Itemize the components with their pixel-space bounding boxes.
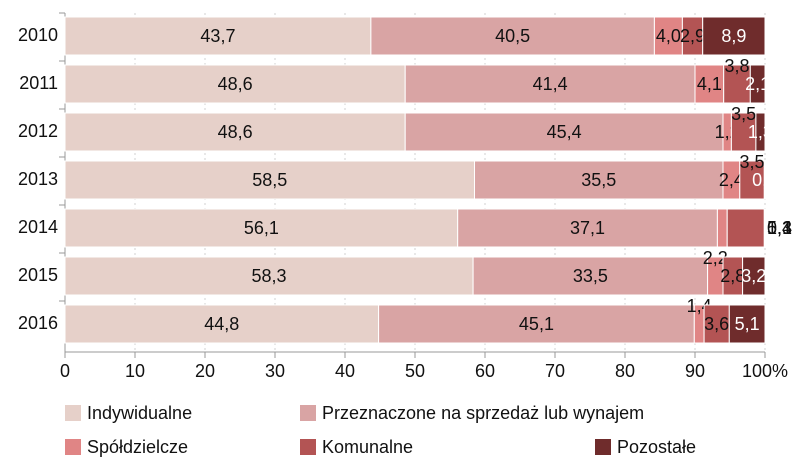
legend-label: Spółdzielcze — [87, 437, 188, 457]
bar-segment — [64, 160, 475, 200]
data-label: 45,4 — [547, 122, 582, 142]
data-label: 48,6 — [218, 122, 253, 142]
legend-label: Pozostałe — [617, 437, 696, 457]
y-tick-label: 2010 — [18, 25, 58, 45]
bar-segment — [726, 208, 765, 248]
x-tick-label: 20 — [195, 361, 215, 381]
legend-swatch — [300, 405, 316, 421]
y-tick-label: 2015 — [18, 265, 58, 285]
data-label: 58,3 — [252, 266, 287, 286]
x-tick-label: 60 — [475, 361, 495, 381]
data-label: 1,3 — [748, 122, 773, 142]
legend-label: Komunalne — [322, 437, 413, 457]
data-label: 3,5 — [740, 152, 765, 172]
bar-segment — [457, 208, 718, 248]
data-label: 48,6 — [218, 74, 253, 94]
y-tick-label: 2012 — [18, 121, 58, 141]
y-tick-label: 2011 — [19, 73, 58, 93]
legend-swatch — [65, 405, 81, 421]
data-label: 37,1 — [570, 218, 605, 238]
y-tick-label: 2016 — [18, 313, 58, 333]
data-label: 2,8 — [720, 266, 745, 286]
bar-segment — [404, 112, 724, 152]
legend-swatch — [65, 439, 81, 455]
data-label: 3,2 — [741, 266, 766, 286]
data-label: 40,5 — [495, 26, 530, 46]
bar-segment — [739, 160, 765, 200]
data-label: 2,1 — [745, 74, 770, 94]
x-tick-label: 0 — [60, 361, 70, 381]
data-label: 8,9 — [721, 26, 746, 46]
bar-segment — [370, 16, 655, 56]
y-tick-label: 2014 — [18, 217, 58, 237]
data-label: 45,1 — [519, 314, 554, 334]
bar-segment — [653, 16, 683, 56]
bar-segment — [64, 16, 372, 56]
bar-segment — [763, 160, 766, 200]
data-label: 0,1 — [752, 170, 777, 190]
bar-segment — [404, 64, 696, 104]
data-label: 5,1 — [735, 314, 760, 334]
data-label: 3,5 — [731, 104, 756, 124]
y-tick-label: 2013 — [18, 169, 58, 189]
bar-segment — [742, 256, 766, 296]
bar-segment — [64, 256, 474, 296]
data-label: 4,1 — [697, 74, 722, 94]
data-label: 56,1 — [244, 218, 279, 238]
x-tick-label: 70 — [545, 361, 565, 381]
legend-swatch — [595, 439, 611, 455]
bar-segment — [730, 112, 757, 152]
data-label: 0,1 — [767, 218, 792, 238]
data-label: 2,4 — [719, 170, 744, 190]
legend-label: Przeznaczone na sprzedaż lub wynajem — [322, 403, 644, 423]
data-label: 3,8 — [724, 56, 749, 76]
data-label: 33,5 — [573, 266, 608, 286]
data-label: 1,4 — [767, 218, 792, 238]
bar-segment — [703, 304, 730, 344]
data-label: 44,8 — [204, 314, 239, 334]
data-label: 35,5 — [581, 170, 616, 190]
bar-segment — [755, 112, 766, 152]
bar-segment — [749, 64, 766, 104]
bar-segment — [723, 64, 751, 104]
data-label: 2,2 — [703, 248, 728, 268]
bar-segment — [474, 160, 724, 200]
x-tick-label: 50 — [405, 361, 425, 381]
data-label: 41,4 — [533, 74, 568, 94]
bar-segment — [728, 304, 766, 344]
x-tick-label: 90 — [685, 361, 705, 381]
x-tick-label: 100% — [742, 361, 788, 381]
bar-segment — [64, 112, 406, 152]
bar-segment — [716, 208, 728, 248]
x-tick-label: 10 — [125, 361, 145, 381]
x-tick-label: 40 — [335, 361, 355, 381]
bar-segment — [694, 64, 725, 104]
x-tick-label: 30 — [265, 361, 285, 381]
data-label: 58,5 — [252, 170, 287, 190]
bar-segment — [763, 208, 766, 248]
bar-segment — [472, 256, 709, 296]
bar-segment — [702, 16, 766, 56]
data-label: 3,6 — [704, 314, 729, 334]
x-tick-label: 80 — [615, 361, 635, 381]
legend-label: Indywidualne — [87, 403, 192, 423]
legend-swatch — [300, 439, 316, 455]
data-label: 5,3 — [767, 218, 792, 238]
data-label: 4,0 — [656, 26, 681, 46]
bar-segment — [64, 64, 406, 104]
data-label: 43,7 — [200, 26, 235, 46]
data-label: 2,9 — [680, 26, 705, 46]
